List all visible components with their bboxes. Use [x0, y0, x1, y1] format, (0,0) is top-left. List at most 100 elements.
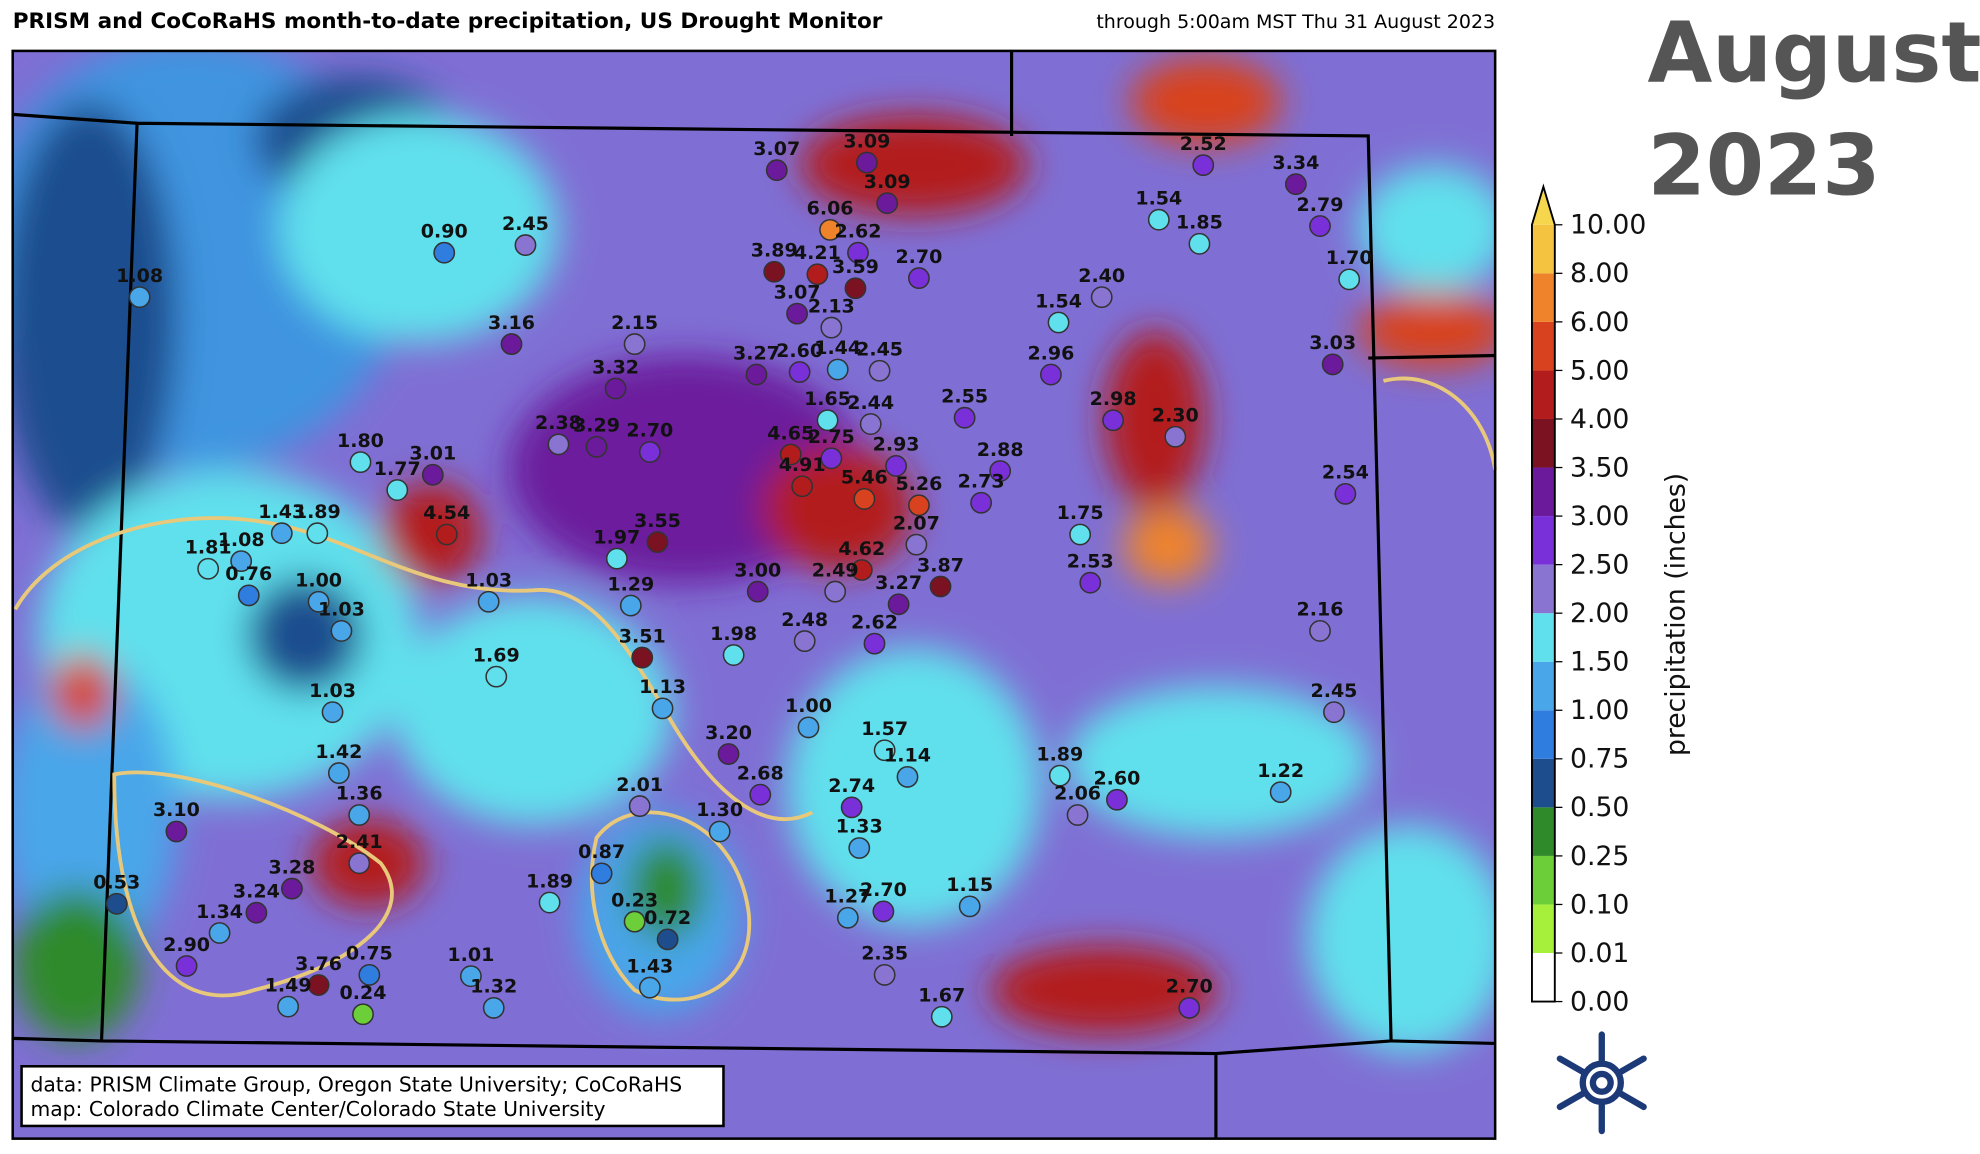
colorbar-segment: [1531, 370, 1555, 419]
station-marker: [896, 765, 919, 788]
station-value: 0.72: [644, 907, 691, 929]
station-value: 1.98: [710, 623, 757, 645]
station-value: 2.70: [1166, 976, 1213, 998]
station-value: 1.65: [804, 388, 851, 410]
station-marker: [816, 409, 839, 432]
station-value: 1.42: [315, 741, 362, 763]
colorbar-tick-label: 10.00: [1570, 210, 1646, 241]
station-value: 0.23: [611, 889, 658, 911]
station-value: 1.30: [696, 799, 743, 821]
station-value: 3.55: [634, 510, 681, 532]
station-marker: [638, 976, 661, 999]
station-marker: [277, 995, 300, 1018]
station-value: 1.89: [1036, 743, 1083, 765]
station-value: 1.89: [294, 501, 341, 523]
year-heading: 2023: [1647, 116, 1880, 214]
station-marker: [1066, 804, 1089, 826]
station-marker: [128, 286, 151, 309]
station-value: 2.44: [847, 392, 894, 414]
station-marker: [638, 441, 661, 463]
station-value: 2.38: [535, 412, 582, 434]
colorbar-tick-label: 6.00: [1570, 307, 1629, 338]
station-marker: [872, 900, 895, 923]
station-value: 1.13: [639, 676, 686, 698]
station-value: 1.67: [918, 985, 965, 1007]
station-value: 1.00: [295, 570, 342, 592]
station-marker: [358, 963, 381, 986]
station-marker: [500, 333, 523, 356]
station-marker: [1102, 409, 1125, 432]
station-marker: [349, 451, 372, 474]
station-value: 1.03: [309, 680, 356, 702]
station-marker: [820, 316, 843, 339]
station-value: 1.49: [265, 974, 312, 996]
station-value: 5.46: [841, 467, 888, 489]
station-marker: [806, 263, 829, 286]
station-marker: [208, 922, 231, 944]
station-marker: [270, 522, 293, 545]
credit-line: data: PRISM Climate Group, Oregon State …: [30, 1073, 682, 1097]
colorbar-segment: [1531, 224, 1555, 274]
station-marker: [321, 701, 344, 724]
station-marker: [958, 895, 981, 918]
station-marker: [1309, 215, 1331, 237]
station-marker: [656, 928, 679, 951]
station-marker: [1334, 482, 1357, 505]
colorbar-segment: [1531, 710, 1555, 759]
colorbar-segment: [1531, 661, 1555, 711]
station-marker: [1047, 311, 1070, 334]
map-subtitle: through 5:00am MST Thu 31 August 2023: [1096, 11, 1495, 33]
station-value: 3.07: [774, 281, 821, 303]
station-marker: [746, 580, 769, 603]
station-value: 1.36: [336, 783, 383, 805]
station-marker: [386, 479, 409, 501]
station-marker: [929, 575, 952, 598]
station-marker: [819, 218, 841, 241]
station-value: 1.01: [447, 944, 494, 966]
station-value: 2.60: [1093, 768, 1140, 790]
station-value: 2.90: [163, 934, 210, 956]
station-marker: [605, 547, 628, 570]
station-value: 2.75: [808, 426, 855, 448]
station-marker: [459, 965, 482, 988]
colorbar-tick-label: 0.50: [1570, 792, 1629, 823]
station-value: 1.29: [607, 573, 654, 595]
station-value: 3.24: [233, 880, 280, 902]
colorbar: 0.00 0.01 0.10 0.25 0.50 0.75 1.00 1.50 2.00 2.50…: [1531, 183, 1646, 1017]
station-value: 1.08: [116, 265, 163, 287]
station-value: 2.41: [336, 831, 383, 853]
station-value: 3.28: [268, 856, 315, 878]
station-marker: [307, 590, 330, 613]
station-value: 3.29: [573, 415, 620, 437]
colorbar-tick-label: 2.00: [1570, 598, 1629, 629]
station-value: 2.49: [812, 559, 859, 581]
station-marker: [604, 377, 627, 400]
station-value: 2.54: [1322, 462, 1369, 484]
colorbar-segment: [1531, 953, 1555, 1002]
station-value: 2.62: [835, 220, 882, 242]
station-value: 3.32: [592, 356, 639, 378]
station-marker: [850, 559, 873, 581]
station-value: 4.91: [779, 454, 826, 476]
station-value: 2.79: [1297, 194, 1344, 216]
station-marker: [327, 762, 350, 785]
station-value: 3.07: [753, 138, 800, 160]
station-value: 1.69: [473, 644, 520, 666]
station-value: 1.43: [626, 955, 673, 977]
station-marker: [749, 783, 772, 806]
station-marker: [970, 491, 993, 514]
station-value: 3.09: [843, 130, 890, 152]
station-marker: [847, 241, 869, 264]
station-marker: [876, 192, 899, 215]
station-marker: [793, 630, 816, 653]
station-marker: [908, 494, 930, 517]
station-marker: [651, 697, 674, 720]
station-value: 2.06: [1054, 783, 1101, 805]
station-marker: [930, 1005, 953, 1028]
station-marker: [722, 644, 745, 666]
station-value: 2.15: [611, 312, 658, 334]
station-marker: [1079, 571, 1102, 594]
station-value: 4.21: [794, 242, 841, 264]
station-value: 3.87: [917, 554, 964, 576]
station-marker: [197, 557, 220, 580]
